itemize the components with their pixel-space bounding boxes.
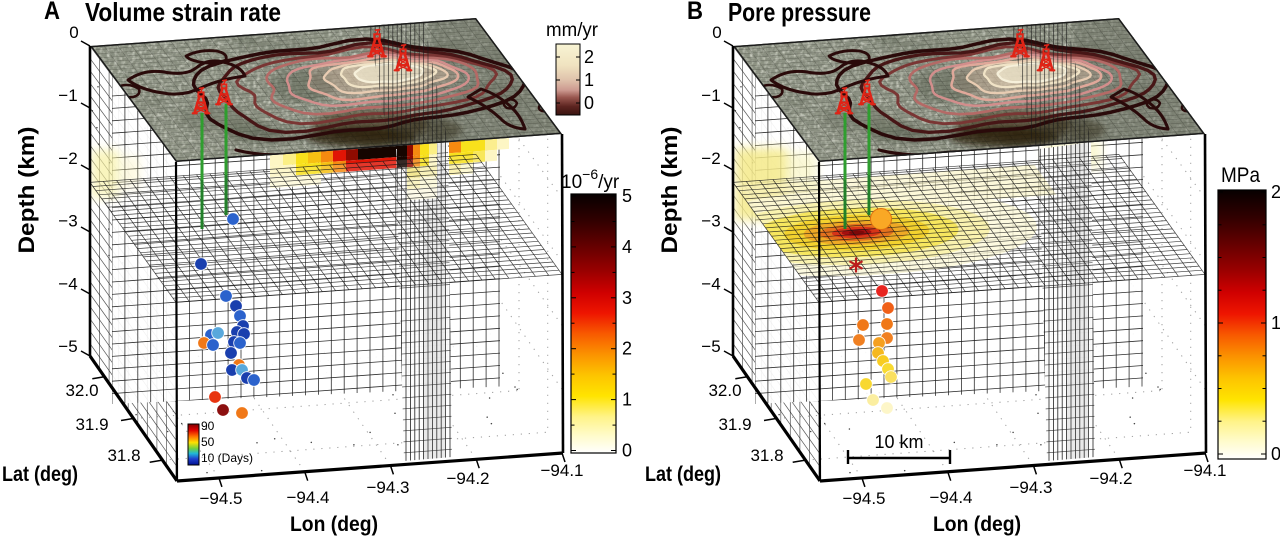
svg-text:MPa: MPa (1221, 164, 1260, 187)
svg-text:0: 0 (1271, 444, 1280, 464)
svg-text:1: 1 (1271, 313, 1280, 333)
svg-text:Volume strain rate: Volume strain rate (85, 0, 281, 27)
svg-text:0: 0 (622, 441, 632, 461)
svg-text:3: 3 (622, 288, 632, 308)
svg-text:10 km: 10 km (874, 432, 923, 452)
svg-text:Pore pressure: Pore pressure (728, 0, 871, 27)
svg-text:mm/yr: mm/yr (546, 20, 599, 41)
svg-text:0: 0 (584, 93, 594, 113)
svg-text:50: 50 (201, 435, 215, 449)
svg-text:5: 5 (622, 186, 632, 206)
svg-text:2: 2 (584, 47, 594, 67)
svg-text:10 (Days): 10 (Days) (201, 451, 253, 465)
svg-text:4: 4 (622, 237, 632, 257)
svg-text:B: B (687, 0, 703, 25)
svg-text:2: 2 (622, 339, 632, 359)
svg-text:A: A (44, 0, 60, 25)
svg-text:2: 2 (1271, 182, 1280, 202)
svg-text:1: 1 (584, 70, 594, 90)
svg-text:90: 90 (201, 419, 215, 433)
svg-text:1: 1 (622, 390, 632, 410)
